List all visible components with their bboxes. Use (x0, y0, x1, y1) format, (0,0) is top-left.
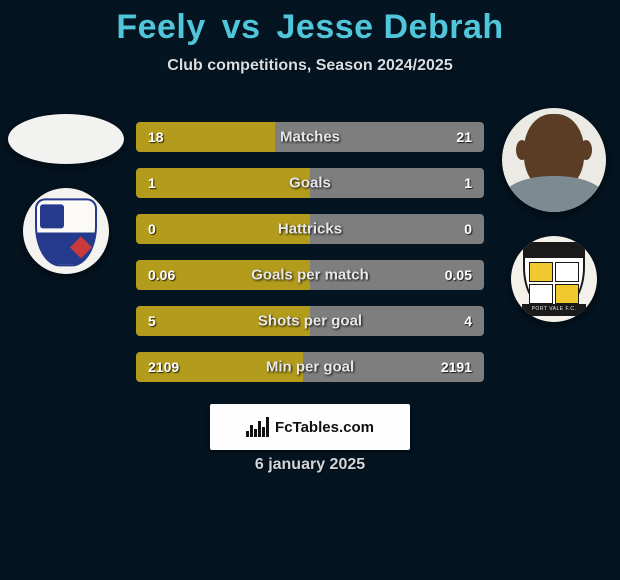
subtitle: Club competitions, Season 2024/2025 (0, 57, 620, 75)
stat-value-right: 4 (464, 313, 472, 329)
stat-bar-left (136, 306, 310, 336)
stat-bars-container: 1821Matches11Goals00Hattricks0.060.05Goa… (136, 122, 484, 398)
stat-row: 11Goals (136, 168, 484, 198)
stat-bar-right (275, 122, 484, 152)
stat-value-left: 0.06 (148, 267, 175, 283)
portvale-shield-icon (523, 242, 585, 312)
title-player2: Jesse Debrah (277, 8, 504, 46)
stat-value-left: 5 (148, 313, 156, 329)
player2-club-badge: PORT VALE F.C. (511, 236, 597, 322)
stat-value-right: 21 (456, 129, 472, 145)
stat-bar-right (310, 306, 484, 336)
page-title: Feely vs Jesse Debrah (0, 0, 620, 47)
stat-row: 0.060.05Goals per match (136, 260, 484, 290)
barrow-shield-icon (35, 198, 97, 266)
portvale-ribbon: PORT VALE F.C. (522, 304, 586, 316)
stat-bar-right (310, 168, 484, 198)
date-line: 6 january 2025 (0, 456, 620, 474)
stat-value-right: 0 (464, 221, 472, 237)
stat-value-right: 0.05 (445, 267, 472, 283)
player1-club-badge (23, 188, 109, 274)
player1-avatar (8, 114, 124, 164)
title-vs: vs (222, 8, 261, 46)
branding-text: FcTables.com (275, 419, 374, 436)
right-column: PORT VALE F.C. (496, 108, 612, 322)
stat-row: 54Shots per goal (136, 306, 484, 336)
stat-row: 1821Matches (136, 122, 484, 152)
stat-row: 21092191Min per goal (136, 352, 484, 382)
player2-avatar (502, 108, 606, 212)
stat-bar-right (310, 214, 484, 244)
stat-value-left: 2109 (148, 359, 179, 375)
stat-value-left: 0 (148, 221, 156, 237)
spark-bars-icon (246, 417, 269, 437)
stat-bar-left (136, 214, 310, 244)
stat-value-left: 1 (148, 175, 156, 191)
stat-value-left: 18 (148, 129, 164, 145)
stat-value-right: 1 (464, 175, 472, 191)
branding-badge: FcTables.com (210, 404, 410, 450)
stat-row: 00Hattricks (136, 214, 484, 244)
stat-value-right: 2191 (441, 359, 472, 375)
left-column (8, 108, 124, 274)
title-player1: Feely (116, 8, 205, 46)
face-placeholder-icon (524, 114, 584, 190)
stat-bar-left (136, 168, 310, 198)
